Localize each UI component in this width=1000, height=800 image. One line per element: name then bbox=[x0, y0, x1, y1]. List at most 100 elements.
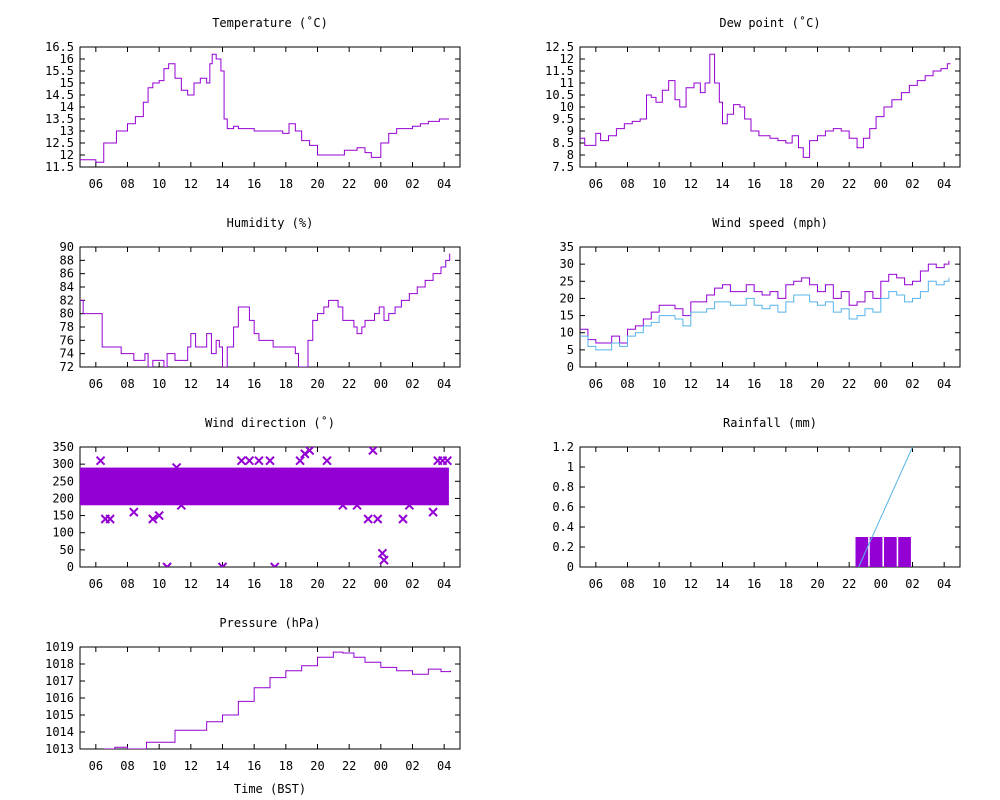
wind-direction-xtick-label: 04 bbox=[437, 577, 451, 591]
dew-point-xtick-label: 18 bbox=[779, 177, 793, 191]
temperature-ytick-label: 16 bbox=[60, 52, 74, 66]
dew-point-xtick-label: 12 bbox=[684, 177, 698, 191]
wind-direction-xtick-label: 00 bbox=[374, 577, 388, 591]
wind-direction-xtick-label: 22 bbox=[342, 577, 356, 591]
pressure-ytick-label: 1016 bbox=[45, 691, 74, 705]
temperature-ytick-label: 15.5 bbox=[45, 64, 74, 78]
rainfall-xtick-label: 00 bbox=[874, 577, 888, 591]
wind-direction-point bbox=[377, 548, 388, 558]
humidity-xtick-label: 14 bbox=[215, 377, 229, 391]
humidity-ytick-label: 80 bbox=[60, 307, 74, 321]
wind-speed-xtick-label: 04 bbox=[937, 377, 951, 391]
rainfall-ytick-label: 1.2 bbox=[552, 440, 574, 454]
rainfall-xtick-label: 06 bbox=[589, 577, 603, 591]
dew-point-ytick-label: 7.5 bbox=[552, 160, 574, 174]
dew-point-xtick-label: 16 bbox=[747, 177, 761, 191]
humidity-ytick-label: 82 bbox=[60, 293, 74, 307]
wind-speed-ytick-label: 30 bbox=[560, 257, 574, 271]
dew-point-ytick-label: 9 bbox=[567, 124, 574, 138]
humidity-xtick-label: 00 bbox=[374, 377, 388, 391]
temperature-xtick-label: 02 bbox=[405, 177, 419, 191]
pressure-ytick-label: 1018 bbox=[45, 657, 74, 671]
dew-point-ytick-label: 10.5 bbox=[545, 88, 574, 102]
dew-point-ytick-label: 11.5 bbox=[545, 64, 574, 78]
temperature-xtick-label: 04 bbox=[437, 177, 451, 191]
wind-direction-point bbox=[312, 473, 323, 483]
wind-direction-point bbox=[122, 493, 133, 504]
rainfall-ytick-label: 0.4 bbox=[552, 520, 574, 534]
pressure-xtick-label: 16 bbox=[247, 759, 261, 773]
rainfall-bar bbox=[855, 537, 869, 567]
wind-speed-xtick-label: 02 bbox=[905, 377, 919, 391]
pressure-xtick-label: 08 bbox=[120, 759, 134, 773]
wind-direction-point bbox=[328, 473, 339, 483]
pressure-xtick-label: 18 bbox=[279, 759, 293, 773]
pressure-xtick-label: 20 bbox=[310, 759, 324, 773]
temperature-ytick-label: 13.5 bbox=[45, 112, 74, 126]
humidity-ytick-label: 84 bbox=[60, 280, 74, 294]
humidity-plot-area bbox=[80, 253, 451, 367]
dew-point-xtick-label: 00 bbox=[874, 177, 888, 191]
wind-direction-point bbox=[171, 462, 182, 473]
wind-direction-point bbox=[254, 456, 264, 466]
temperature-xtick-label: 20 bbox=[310, 177, 324, 191]
pressure-ytick-label: 1015 bbox=[45, 708, 74, 722]
dew-point-ytick-label: 11 bbox=[560, 76, 574, 90]
pressure-ytick-label: 1014 bbox=[45, 725, 74, 739]
temperature-xtick-label: 22 bbox=[342, 177, 356, 191]
wind-direction-point bbox=[236, 456, 247, 466]
rainfall-xtick-label: 02 bbox=[905, 577, 919, 591]
wind-direction-ytick-label: 150 bbox=[52, 509, 74, 523]
wind-direction-panel: Wind direction (˚) 0 50 100 150 200 250 300 350 0… bbox=[52, 415, 461, 591]
humidity-xtick-label: 10 bbox=[152, 377, 166, 391]
temperature-ytick-label: 14 bbox=[60, 100, 74, 114]
temperature-xtick-label: 10 bbox=[152, 177, 166, 191]
humidity-xtick-label: 18 bbox=[279, 377, 293, 391]
humidity-ytick-label: 88 bbox=[60, 253, 74, 267]
wind-direction-point bbox=[217, 562, 228, 567]
temperature-ytick-label: 16.5 bbox=[45, 40, 74, 54]
humidity-ytick-label: 86 bbox=[60, 267, 74, 281]
wind-direction-point bbox=[304, 447, 315, 456]
humidity-xtick-label: 04 bbox=[437, 377, 451, 391]
rainfall-xtick-label: 18 bbox=[779, 577, 793, 591]
wind-speed-ytick-label: 25 bbox=[560, 274, 574, 288]
rainfall-ytick-label: 0.6 bbox=[552, 500, 574, 514]
wind-direction-plot-area bbox=[80, 447, 453, 567]
pressure-xtick-label: 14 bbox=[215, 759, 229, 773]
wind-direction-point bbox=[358, 486, 369, 497]
dew-point-xtick-label: 22 bbox=[842, 177, 856, 191]
wind-direction-point bbox=[201, 473, 212, 483]
rainfall-ytick-label: 0 bbox=[567, 560, 574, 574]
wind-direction-point bbox=[116, 483, 126, 493]
dew-point-ytick-label: 10 bbox=[560, 100, 574, 114]
humidity-ytick-label: 90 bbox=[60, 240, 74, 254]
rainfall-xtick-label: 20 bbox=[810, 577, 824, 591]
wind-direction-point bbox=[176, 500, 187, 510]
wind-direction-point bbox=[195, 476, 206, 486]
wind-direction-point bbox=[385, 476, 396, 486]
temperature-ytick-label: 11.5 bbox=[45, 160, 74, 174]
wind-direction-point bbox=[110, 469, 120, 480]
wind-speed-xtick-label: 12 bbox=[684, 377, 698, 391]
temperature-frame bbox=[79, 46, 461, 168]
dew-point-xtick-label: 02 bbox=[905, 177, 919, 191]
dew-point-ytick-label: 12 bbox=[560, 52, 574, 66]
dew-point-plot-area bbox=[580, 53, 951, 158]
rainfall-title: Rainfall (mm) bbox=[723, 416, 817, 430]
dew-point-xtick-label: 14 bbox=[715, 177, 729, 191]
humidity-xtick-label: 20 bbox=[310, 377, 324, 391]
humidity-series-0-line bbox=[80, 253, 451, 367]
dew-point-title: Dew point (˚C) bbox=[719, 15, 820, 30]
rainfall-bar bbox=[884, 537, 897, 567]
wind-speed-series-0-line bbox=[580, 260, 950, 344]
wind-direction-ytick-label: 250 bbox=[52, 474, 74, 488]
temperature-panel: Temperature (˚C)11.51212.51313.51414.515… bbox=[45, 15, 461, 191]
rainfall-cumulative-line bbox=[858, 447, 913, 567]
wind-direction-ytick-label: 100 bbox=[52, 526, 74, 540]
pressure-xtick-label: 06 bbox=[89, 759, 103, 773]
wind-direction-point bbox=[412, 486, 422, 497]
pressure-xtick-label: 22 bbox=[342, 759, 356, 773]
wind-direction-point bbox=[352, 500, 362, 510]
